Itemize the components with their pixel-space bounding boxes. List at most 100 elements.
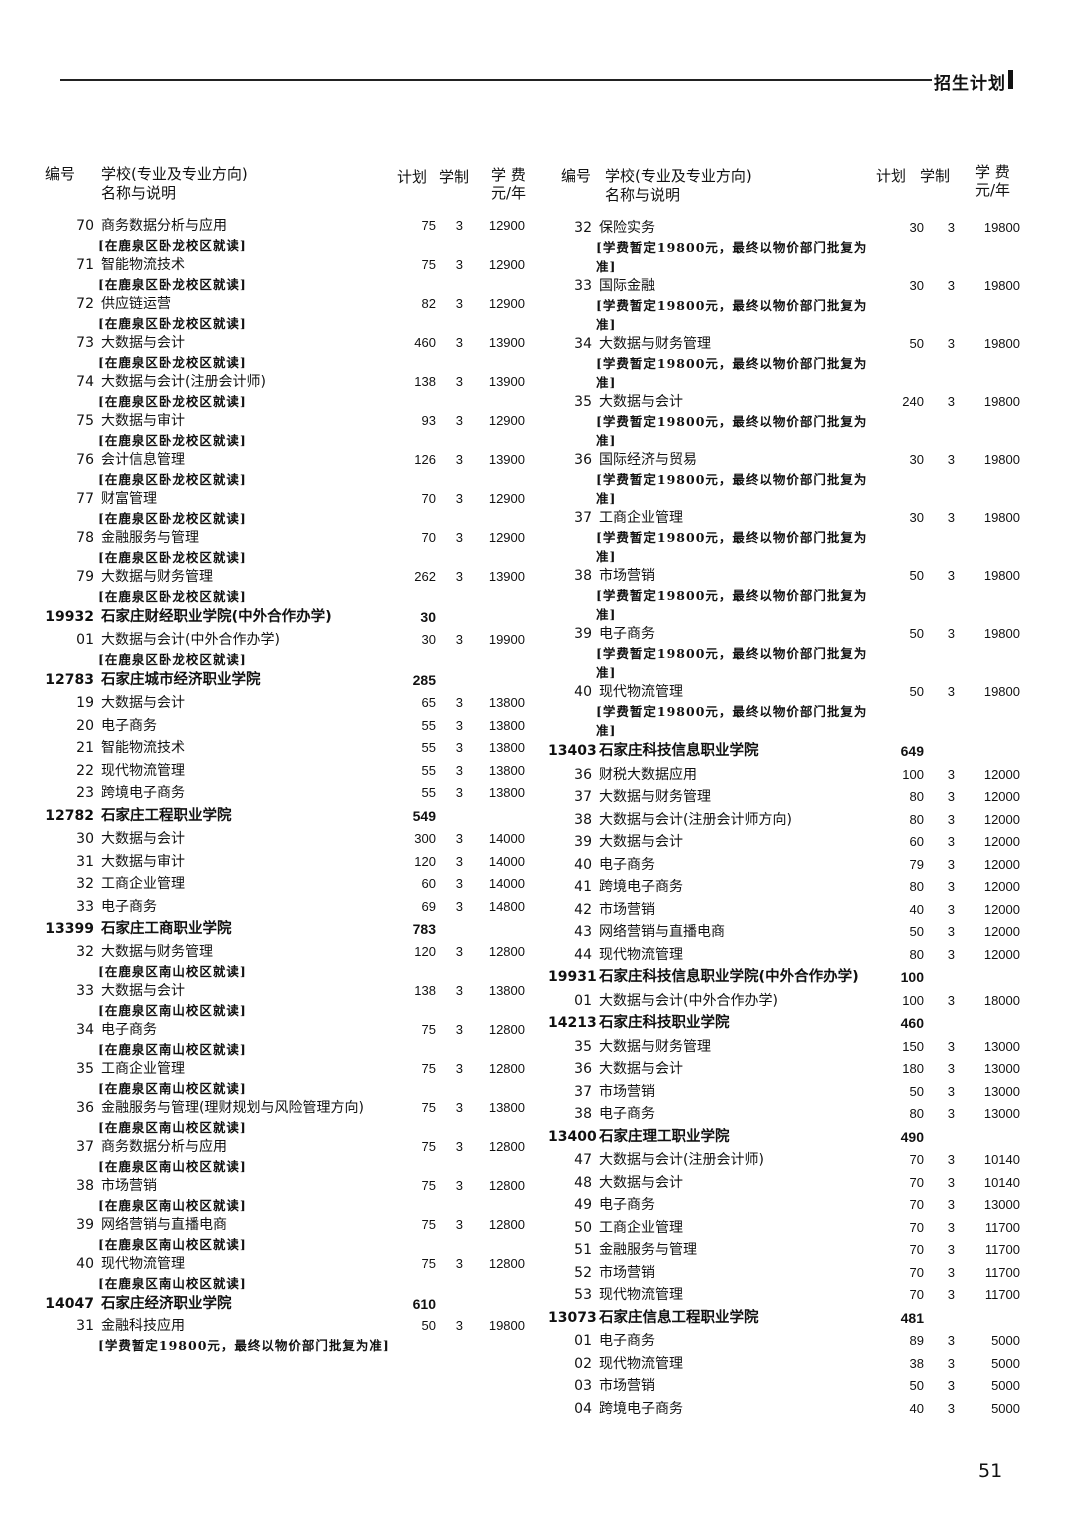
- plan-count: 55: [421, 762, 436, 778]
- major-code: 40: [574, 684, 592, 700]
- major-code: 34: [574, 336, 592, 352]
- tuition-fee: 13900: [488, 374, 525, 389]
- tuition-fee: 13000: [983, 1106, 1020, 1121]
- tuition-fee: 19900: [488, 631, 525, 647]
- school-name: 石家庄工商职业学院: [101, 921, 232, 937]
- row-main-line: 41 跨境电子商务 80 3 12000: [540, 876, 1080, 899]
- col-header-years: 学制: [439, 168, 470, 186]
- major-name: 工商企业管理: [599, 510, 683, 526]
- plan-count: 40: [909, 901, 924, 917]
- tuition-fee: 12000: [983, 834, 1020, 849]
- school-name: 石家庄科技信息职业学院: [599, 743, 759, 759]
- major-name: 现代物流管理: [101, 1255, 185, 1272]
- study-years: 3: [947, 1378, 955, 1393]
- major-row: 32 工商企业管理 60 3 14000: [0, 873, 540, 896]
- major-name: 大数据与会计(中外合作办学): [599, 992, 778, 1009]
- school-code: 13399: [45, 921, 94, 937]
- major-code: 38: [76, 1177, 94, 1194]
- major-name: 大数据与会计(注册会计师): [101, 374, 266, 390]
- major-row: 37 工商企业管理 30 3 19800 [学费暂定19800元，最终以物价部门批复为准]: [540, 508, 1080, 566]
- study-years: 3: [455, 335, 463, 350]
- tuition-fee: 12900: [488, 491, 525, 506]
- row-main-line: 51 金融服务与管理 70 3 11700: [540, 1239, 1080, 1262]
- study-years: 3: [947, 1333, 955, 1348]
- major-name: 现代物流管理: [599, 1287, 683, 1303]
- plan-count: 490: [900, 1128, 924, 1145]
- major-name: 工商企业管理: [101, 876, 185, 892]
- study-years: 3: [455, 1255, 463, 1271]
- major-row: 35 大数据与财务管理 150 3 13000: [540, 1036, 1080, 1059]
- major-name: 大数据与会计: [101, 695, 185, 711]
- tuition-fee: 12800: [488, 1177, 525, 1193]
- tuition-fee: 13900: [488, 452, 525, 467]
- major-note: [在鹿泉区南山校区就读]: [98, 1275, 247, 1291]
- major-code: 41: [574, 879, 592, 895]
- tuition-fee: 12000: [983, 901, 1020, 917]
- tuition-fee: 12900: [488, 257, 525, 272]
- tuition-fee: 12800: [488, 1255, 525, 1271]
- plan-count: 50: [909, 568, 924, 583]
- major-note: [在鹿泉区卧龙校区就读]: [98, 550, 247, 565]
- plan-count: 79: [909, 856, 924, 872]
- major-name: 市场营销: [599, 1378, 655, 1394]
- plan-count: 75: [421, 1099, 436, 1115]
- study-years: 3: [947, 1106, 955, 1121]
- plan-count: 70: [909, 1197, 924, 1212]
- row-main-line: 52 市场营销 70 3 11700: [540, 1262, 1080, 1285]
- plan-count: 50: [909, 1378, 924, 1393]
- major-note: [学费暂定19800元，最终以物价部门批复为准]: [596, 356, 868, 390]
- major-name: 大数据与会计: [101, 335, 185, 351]
- plan-count: 649: [900, 743, 924, 759]
- major-code: 31: [76, 853, 94, 870]
- major-note: [在鹿泉区卧龙校区就读]: [98, 316, 247, 331]
- study-years: 3: [455, 762, 463, 778]
- major-row: 47 大数据与会计(注册会计师) 70 3 10140: [540, 1149, 1080, 1172]
- row-main-line: 14213 石家庄科技职业学院 460: [540, 1012, 1080, 1036]
- major-code: 36: [574, 1061, 592, 1077]
- tuition-fee: 14000: [488, 831, 525, 846]
- major-note: [学费暂定19800元，最终以物价部门批复为准]: [596, 588, 868, 622]
- row-main-line: 14047 石家庄经济职业学院 610: [0, 1293, 540, 1317]
- study-years: 3: [947, 452, 955, 467]
- school-name: 石家庄信息工程职业学院: [599, 1309, 759, 1326]
- major-name: 电子商务: [101, 898, 157, 915]
- plan-count: 55: [421, 717, 436, 733]
- plan-count: 120: [414, 853, 436, 869]
- row-main-line: 38 电子商务 80 3 13000: [540, 1103, 1080, 1126]
- major-code: 40: [574, 856, 592, 873]
- study-years: 3: [455, 876, 463, 891]
- major-row: 71 智能物流技术 75 3 12900 [在鹿泉区卧龙校区就读]: [0, 255, 540, 294]
- plan-count: 70: [421, 491, 436, 506]
- major-name: 电子商务: [599, 1333, 655, 1349]
- row-main-line: 42 市场营销 40 3 12000: [540, 899, 1080, 922]
- row-main-line: 30 大数据与会计 300 3 14000: [0, 828, 540, 851]
- study-years: 3: [947, 278, 955, 293]
- plan-count: 70: [909, 1264, 924, 1280]
- major-code: 04: [574, 1400, 592, 1417]
- major-row: 42 市场营销 40 3 12000: [540, 899, 1080, 922]
- plan-count: 460: [414, 335, 436, 350]
- major-name: 大数据与会计(注册会计师): [599, 1152, 764, 1168]
- plan-count: 70: [909, 1219, 924, 1235]
- major-row: 21 智能物流技术 55 3 13800: [0, 737, 540, 760]
- school-name: 石家庄科技职业学院: [599, 1015, 730, 1031]
- tuition-fee: 19800: [983, 220, 1020, 235]
- study-years: 3: [947, 834, 955, 849]
- major-name: 大数据与会计(中外合作办学): [101, 631, 280, 648]
- major-name: 电子商务: [101, 717, 157, 734]
- row-main-line: 32 保险实务 30 3 19800: [540, 218, 1080, 238]
- plan-count: 80: [909, 811, 924, 827]
- major-code: 34: [76, 1021, 94, 1038]
- school-name: 石家庄工程职业学院: [101, 807, 232, 824]
- plan-count: 70: [909, 1174, 924, 1190]
- plan-count: 65: [421, 695, 436, 710]
- major-code: 39: [574, 834, 592, 850]
- plan-count: 481: [900, 1309, 924, 1326]
- major-row: 03 市场营销 50 3 5000: [540, 1375, 1080, 1398]
- major-code: 32: [76, 943, 94, 960]
- tuition-fee: 5000: [991, 1333, 1020, 1348]
- tuition-fee: 13800: [488, 762, 525, 778]
- plan-count: 70: [421, 530, 436, 545]
- major-code: 22: [76, 762, 94, 779]
- major-code: 21: [76, 740, 94, 756]
